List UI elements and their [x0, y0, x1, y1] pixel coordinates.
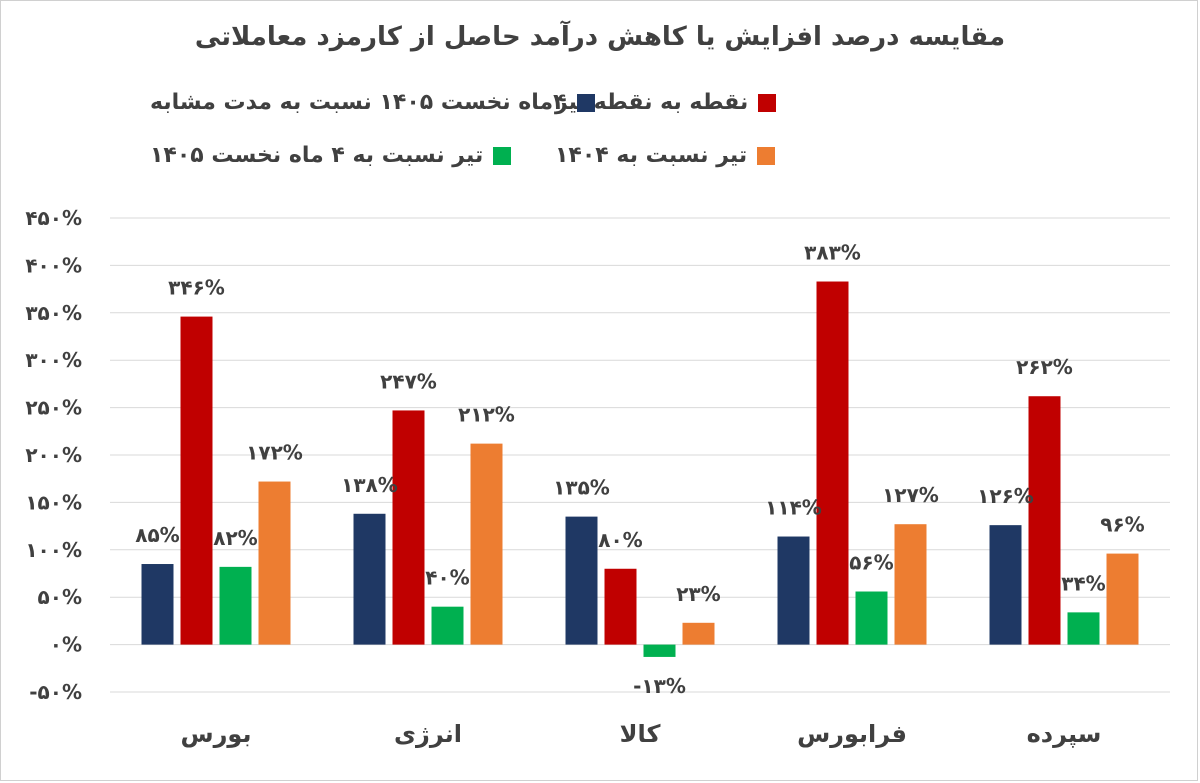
category-label-3: فرابورس: [797, 720, 907, 748]
bar-series0-cat2: [565, 516, 598, 645]
category-label-4: سپرده: [1027, 720, 1102, 748]
bar-series0-cat0: [141, 564, 174, 645]
bar-series0-cat3: [777, 536, 810, 645]
bar-series2-cat0: [219, 566, 252, 645]
y-tick-label-5: ۲۰۰%: [25, 443, 82, 467]
legend-label-four-months: ۴ماه نخست ۱۴۰۵ نسبت به مدت مشابه: [150, 90, 567, 115]
bars: [141, 281, 1139, 657]
legend-item-tir-vs-four-months: تیر نسبت به ۴ ماه نخست ۱۴۰۵: [150, 143, 512, 168]
data-label-series0-cat3: ۱۱۴%: [765, 496, 822, 520]
data-label-series0-cat2: ۱۳۵%: [553, 476, 610, 500]
bar-series3-cat1: [470, 443, 503, 645]
bar-series1-cat4: [1028, 396, 1061, 645]
bar-series2-cat4: [1067, 612, 1100, 645]
y-axis-labels: -۵۰% ۰% ۵۰% ۱۰۰% ۱۵۰% ۲۰۰% ۲۵۰% ۳۰۰% ۳۵۰% ۴۰۰% ۴۵۰…: [25, 206, 82, 704]
data-label-series2-cat0: ۸۲%: [213, 526, 257, 550]
legend-swatch-four-months: [576, 93, 595, 112]
y-tick-label-4: ۱۵۰%: [25, 490, 82, 514]
y-tick-label-1: ۰%: [50, 633, 82, 657]
legend-swatch-vs-1404: [757, 146, 776, 165]
y-tick-label-3: ۱۰۰%: [25, 538, 82, 562]
y-tick-label-0: -۵۰%: [29, 680, 82, 704]
data-label-series1-cat4: ۲۶۲%: [1016, 355, 1073, 379]
bar-series3-cat0: [258, 481, 291, 645]
y-tick-label-10: ۴۵۰%: [25, 206, 82, 230]
legend-swatch-point-to-point: [758, 93, 777, 112]
data-label-series1-cat2: ۸۰%: [598, 528, 642, 552]
data-label-series1-cat1: ۲۴۷%: [380, 369, 437, 393]
data-label-series2-cat3: ۵۶%: [849, 551, 893, 575]
data-label-series2-cat2: -۱۳%: [633, 674, 686, 698]
legend-item-four-months: ۴ماه نخست ۱۴۰۵ نسبت به مدت مشابه: [150, 90, 595, 115]
bar-series1-cat2: [604, 568, 637, 645]
data-label-series3-cat0: ۱۷۲%: [246, 441, 303, 465]
data-label-series0-cat4: ۱۲۶%: [977, 484, 1034, 508]
bar-series1-cat0: [180, 316, 213, 645]
category-label-2: کالا: [620, 720, 661, 748]
data-label-series1-cat0: ۳۴۶%: [168, 276, 225, 300]
bar-series2-cat2: [643, 644, 676, 657]
bar-series0-cat1: [353, 513, 386, 645]
bar-series3-cat4: [1106, 553, 1139, 645]
y-tick-label-6: ۲۵۰%: [25, 396, 82, 420]
y-tick-label-8: ۳۵۰%: [25, 301, 82, 325]
data-label-series1-cat3: ۳۸۳%: [804, 241, 861, 265]
chart-title: مقایسه درصد افزایش یا کاهش درآمد حاصل از…: [194, 22, 1006, 52]
bar-series1-cat3: [816, 281, 849, 645]
bar-series3-cat3: [894, 524, 927, 645]
bar-series0-cat4: [989, 525, 1022, 645]
data-label-series0-cat0: ۸۵%: [135, 523, 179, 547]
y-tick-label-9: ۴۰۰%: [25, 253, 82, 277]
bar-series1-cat1: [392, 410, 425, 645]
legend-swatch-tir-vs-four-months: [493, 146, 512, 165]
data-label-series3-cat2: ۲۳%: [676, 582, 720, 606]
data-label-series3-cat4: ۹۶%: [1100, 513, 1144, 537]
bar-series2-cat1: [431, 606, 464, 645]
data-labels: ۸۵% ۳۴۶% ۸۲% ۱۷۲% ۱۳۸% ۲۴۷% ۴۰% ۲۱۲% ۱۳۵% ۸۰% -۱۳%…: [135, 241, 1144, 698]
y-tick-label-7: ۳۰۰%: [25, 348, 82, 372]
legend-label-tir-vs-four-months: تیر نسبت به ۴ ماه نخست ۱۴۰۵: [150, 143, 484, 168]
data-label-series0-cat1: ۱۳۸%: [341, 473, 398, 497]
bar-series3-cat2: [682, 622, 715, 645]
category-label-0: بورس: [181, 720, 252, 748]
data-label-series2-cat1: ۴۰%: [425, 566, 469, 590]
category-labels: بورس انرژی کالا فرابورس سپرده: [181, 720, 1102, 748]
legend-item-vs-1404: تیر نسبت به ۱۴۰۴: [555, 143, 776, 168]
category-label-1: انرژی: [394, 720, 462, 748]
data-label-series3-cat1: ۲۱۲%: [458, 403, 515, 427]
data-label-series2-cat4: ۳۴%: [1061, 571, 1105, 595]
data-label-series3-cat3: ۱۲۷%: [882, 483, 939, 507]
legend-label-vs-1404: تیر نسبت به ۱۴۰۴: [555, 143, 748, 168]
y-tick-label-2: ۵۰%: [38, 585, 82, 609]
bar-series2-cat3: [855, 591, 888, 645]
